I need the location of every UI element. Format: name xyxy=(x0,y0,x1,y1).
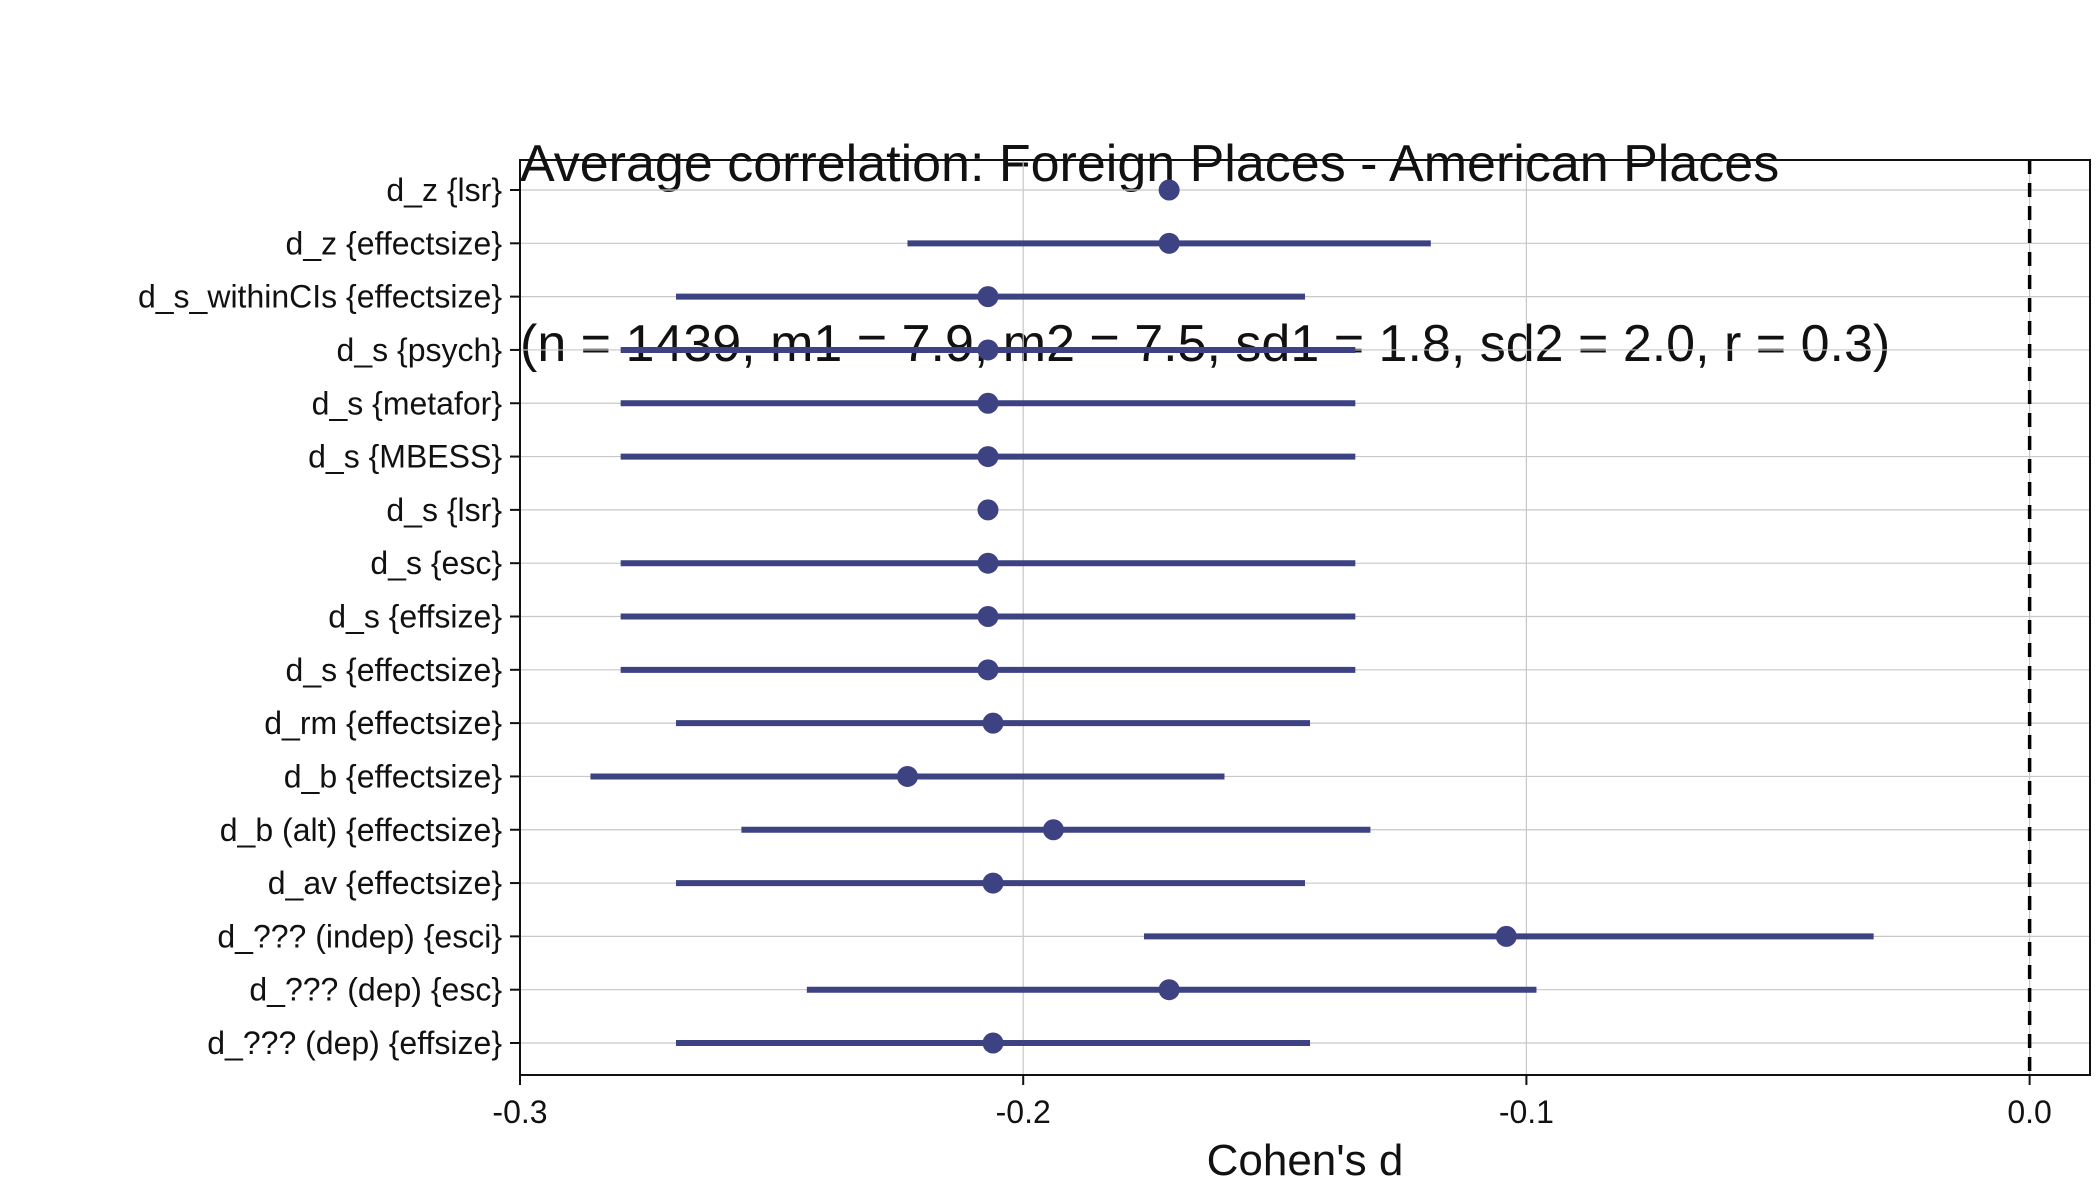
y-tick-labels: d_z {lsr} d_z {effectsize} d_s_withinCIs {… xyxy=(138,172,520,1061)
chart-title-line-1: Average correlation: Foreign Places - Am… xyxy=(520,135,1780,193)
point-estimate xyxy=(977,446,999,468)
y-tick-label: d_s {effsize} xyxy=(328,599,502,635)
x-tick-label: -0.1 xyxy=(1499,1094,1554,1130)
point-layer xyxy=(896,179,1517,1054)
point-estimate xyxy=(1495,925,1517,947)
interval-layer xyxy=(590,240,1874,1046)
x-tick-label: -0.3 xyxy=(492,1094,547,1130)
y-tick-label: d_s {MBESS} xyxy=(308,439,502,475)
x-axis-title: Cohen's d xyxy=(1207,1136,1404,1185)
point-estimate xyxy=(1158,179,1180,201)
point-estimate xyxy=(977,392,999,414)
point-estimate xyxy=(1042,819,1064,841)
y-tick-label: d_z {effectsize} xyxy=(286,225,503,261)
y-tick-label: d_??? (dep) {effsize} xyxy=(207,1025,502,1061)
x-tick-label: -0.2 xyxy=(996,1094,1051,1130)
point-estimate xyxy=(982,712,1004,734)
y-tick-label: d_z {lsr} xyxy=(386,172,502,208)
point-estimate xyxy=(977,552,999,574)
point-estimate xyxy=(977,499,999,521)
y-tick-label: d_s {esc} xyxy=(370,545,502,581)
chart-title: Average correlation: Foreign Places - Am… xyxy=(520,14,1890,494)
y-tick-label: d_s {psych} xyxy=(337,332,503,368)
y-tick-label: d_b {effectsize} xyxy=(284,758,503,794)
y-tick-label: d_s {effectsize} xyxy=(286,652,503,688)
point-estimate xyxy=(977,606,999,627)
point-estimate xyxy=(1158,232,1180,254)
point-estimate xyxy=(977,286,999,308)
point-estimate xyxy=(982,872,1004,894)
point-estimate xyxy=(896,765,918,787)
x-tick-label: 0.0 xyxy=(2007,1094,2051,1130)
point-estimate xyxy=(982,1032,1004,1054)
y-tick-label: d_??? (dep) {esc} xyxy=(249,972,502,1008)
y-tick-label: d_av {effectsize} xyxy=(268,865,503,901)
point-estimate xyxy=(977,339,999,361)
point-estimate xyxy=(1158,979,1180,1001)
chart-title-line-2: (n = 1439, m1 = 7.9, m2 = 7.5, sd1 = 1.8… xyxy=(520,315,1891,373)
y-tick-label: d_s {metafor} xyxy=(312,385,503,421)
y-tick-label: d_s {lsr} xyxy=(386,492,502,528)
x-tick-layer: -0.3 -0.2 -0.1 0.0 xyxy=(492,1075,2052,1130)
y-tick-label: d_s_withinCIs {effectsize} xyxy=(138,279,502,315)
point-estimate xyxy=(977,659,999,681)
y-tick-label: d_b (alt) {effectsize} xyxy=(220,812,503,848)
y-tick-label: d_rm {effectsize} xyxy=(264,705,502,741)
y-tick-label: d_??? (indep) {esci} xyxy=(217,918,502,954)
